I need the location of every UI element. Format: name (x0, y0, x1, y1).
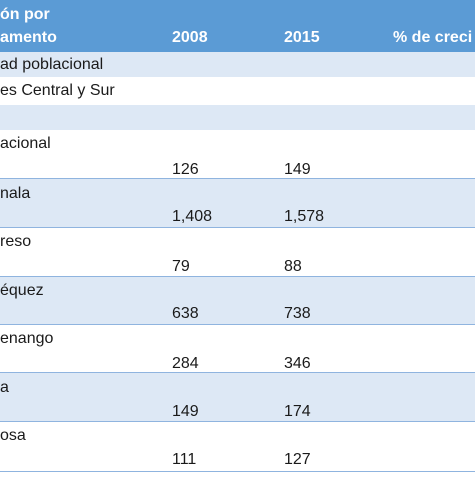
section-row-blank (0, 105, 475, 130)
value-2015: 88 (284, 258, 302, 275)
section-row-region: es Central y Sur (0, 77, 475, 105)
section-row-label: es Central y Sur (0, 82, 115, 99)
header-growth-percent: % de creci (393, 29, 473, 46)
value-2008: 284 (172, 355, 199, 372)
table-row: reso 79 88 (0, 228, 475, 277)
value-2008: 1,408 (172, 208, 213, 225)
department-label: enango (0, 330, 54, 347)
table-row: a 149 174 (0, 373, 475, 422)
table-row: nala 1,408 1,578 (0, 179, 475, 228)
table-row: acional 126 149 (0, 130, 475, 179)
header-2008: 2008 (172, 29, 208, 46)
section-row-label: ad poblacional (0, 56, 104, 73)
value-2015: 127 (284, 451, 311, 468)
department-label: osa (0, 427, 26, 444)
value-2008: 126 (172, 161, 199, 178)
department-label: a (0, 379, 9, 396)
value-2008: 79 (172, 258, 190, 275)
value-2015: 346 (284, 355, 311, 372)
section-row-density: ad poblacional (0, 52, 475, 77)
header-2015: 2015 (284, 29, 320, 46)
department-label: reso (0, 233, 32, 250)
department-label: nala (0, 185, 31, 202)
value-2008: 638 (172, 305, 199, 322)
header-department-line2: amento (0, 29, 57, 46)
value-2015: 174 (284, 403, 311, 420)
value-2015: 149 (284, 161, 311, 178)
department-label: équez (0, 282, 44, 299)
table-row: osa 111 127 (0, 422, 475, 472)
department-label: acional (0, 135, 51, 152)
table-row: enango 284 346 (0, 325, 475, 373)
table-header: ón por amento 2008 2015 % de creci (0, 0, 475, 52)
value-2008: 111 (172, 451, 197, 468)
value-2015: 738 (284, 305, 311, 322)
value-2008: 149 (172, 403, 199, 420)
header-department-line1: ón por (0, 6, 50, 23)
table-row: équez 638 738 (0, 277, 475, 325)
value-2015: 1,578 (284, 208, 325, 225)
